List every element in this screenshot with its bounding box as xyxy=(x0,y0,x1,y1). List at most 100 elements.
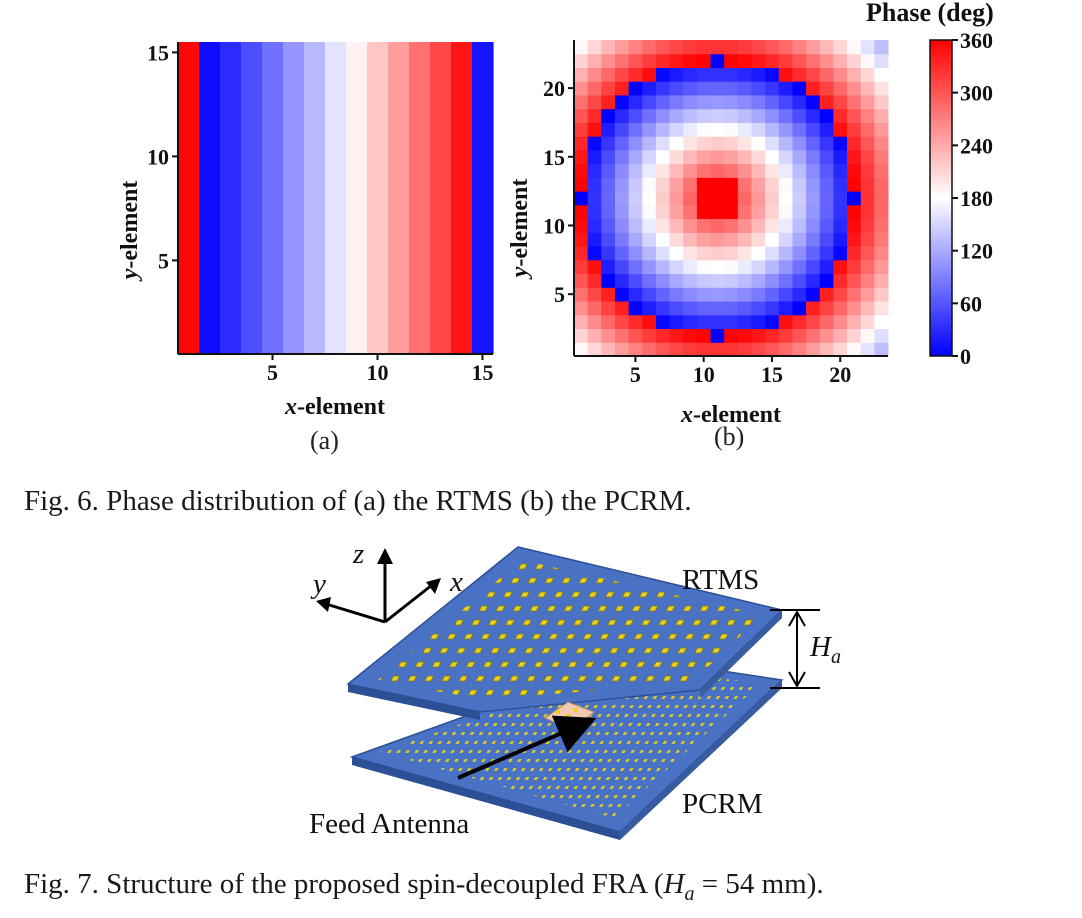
fig6a-cell-column xyxy=(304,42,326,354)
fig6b-cell xyxy=(710,204,725,220)
fig6b-cell xyxy=(874,314,889,330)
fig6b-cell xyxy=(860,204,875,220)
fig6b-cell xyxy=(642,342,657,357)
fig7-caption: Fig. 7. Structure of the proposed spin-d… xyxy=(24,870,824,904)
fig6b-cell xyxy=(737,108,752,123)
fig6b-cell xyxy=(860,301,875,316)
fig6b-cell xyxy=(614,53,630,68)
fig6b-cell xyxy=(710,53,725,68)
fig6b-cell xyxy=(710,81,725,96)
ha-label: Ha xyxy=(810,633,841,667)
fig6b-cell xyxy=(792,136,807,151)
fig6b-cell xyxy=(833,136,848,151)
fig6b-cell xyxy=(669,328,684,343)
fig6b-cell xyxy=(737,232,752,247)
fig6b-cell xyxy=(737,177,752,192)
fig6b-cell xyxy=(614,273,630,288)
fig6b-cell xyxy=(574,273,589,288)
fig6b-cell xyxy=(628,204,643,220)
fig6b-cell xyxy=(819,191,834,206)
fig6b-cell xyxy=(792,287,807,302)
fig6b-cell xyxy=(601,81,616,96)
fig6b-cell xyxy=(587,122,602,137)
fig6a-cell-column xyxy=(241,42,263,354)
fig6b-cell xyxy=(751,314,766,330)
fig6b-cell xyxy=(737,40,752,55)
fig6b-cell xyxy=(860,191,875,206)
fig6b-cell xyxy=(710,342,725,357)
fig6b-cell xyxy=(683,53,698,68)
fig6b-cell xyxy=(710,122,725,137)
fig6b-cell xyxy=(601,163,616,178)
fig6b-cell xyxy=(642,287,657,302)
fig6b-cell xyxy=(683,94,698,110)
fig6b-cell xyxy=(724,342,739,357)
fig6b-cell xyxy=(642,301,657,316)
fig6b-cell xyxy=(601,108,616,123)
fig6b-cell xyxy=(860,342,875,357)
fig6b-cell xyxy=(806,149,821,165)
fig6b-cell xyxy=(683,40,698,55)
fig6b-cell xyxy=(587,67,602,82)
fig6b-cell xyxy=(696,94,712,110)
fig6b-cell xyxy=(847,287,862,302)
fig6b-cell xyxy=(847,94,862,110)
fig6b-cell xyxy=(778,177,793,192)
fig6b-cell xyxy=(751,273,766,288)
fig6b-axes: 5 10 15 20 5 10 15 20 xyxy=(543,40,888,387)
fig6b-cell xyxy=(874,342,889,357)
fig6b-cell xyxy=(765,191,780,206)
fig6b-cell xyxy=(587,246,602,261)
fig6b-cell xyxy=(847,81,862,96)
fig6b-cell xyxy=(683,204,698,220)
y-tick-label: 20 xyxy=(543,76,565,101)
fig6b-cell xyxy=(710,94,725,110)
fig6b-cell xyxy=(819,301,834,316)
fig6b-cell xyxy=(724,246,739,261)
fig6b-cell xyxy=(574,163,589,178)
fig6b-cell xyxy=(655,40,671,55)
fig6a-cell-column xyxy=(325,42,347,354)
fig6b-cell xyxy=(655,246,671,261)
fig6b-cell xyxy=(724,122,739,137)
fig6b-cell xyxy=(669,40,684,55)
fig6b-cell xyxy=(778,328,793,343)
fig6b-cell xyxy=(574,177,589,192)
fig6b-cell xyxy=(737,136,752,151)
fig6b-cell xyxy=(737,314,752,330)
fig6b-cell xyxy=(737,122,752,137)
fig6b-cell xyxy=(860,122,875,137)
fig6b-cell xyxy=(819,94,834,110)
fig6b-cell xyxy=(696,136,712,151)
fig6a-cell-column xyxy=(220,42,242,354)
fig6b-cell xyxy=(765,273,780,288)
fig6b-cell xyxy=(669,287,684,302)
fig6b-cell xyxy=(642,67,657,82)
fig6b-cell xyxy=(833,246,848,261)
fig6b-cell xyxy=(737,191,752,206)
fig6b-cell xyxy=(806,191,821,206)
fig6b-cell xyxy=(642,108,657,123)
fig6b-cell xyxy=(765,53,780,68)
x-tick-label: 15 xyxy=(472,360,494,385)
fig6b-cell xyxy=(874,122,889,137)
fig6b-cell xyxy=(833,53,848,68)
fig6b-cell xyxy=(792,259,807,275)
fig6b-cell xyxy=(806,108,821,123)
fig6b-ylabel: y-element xyxy=(507,179,533,281)
fig6b-cell xyxy=(765,94,780,110)
fig6b-cell xyxy=(737,204,752,220)
fig6b-cell xyxy=(614,149,630,165)
fig6b-cell xyxy=(751,232,766,247)
fig6b-cell xyxy=(792,191,807,206)
fig6b-cell xyxy=(642,81,657,96)
fig6b-cell xyxy=(601,273,616,288)
fig6b-cell xyxy=(737,259,752,275)
fig6b-cell xyxy=(683,122,698,137)
fig6b-cell xyxy=(669,218,684,233)
fig6b-cell xyxy=(655,232,671,247)
fig6b-cell xyxy=(874,246,889,261)
fig6b-cell xyxy=(833,287,848,302)
fig6b-cell xyxy=(806,273,821,288)
fig6b-cell xyxy=(724,259,739,275)
